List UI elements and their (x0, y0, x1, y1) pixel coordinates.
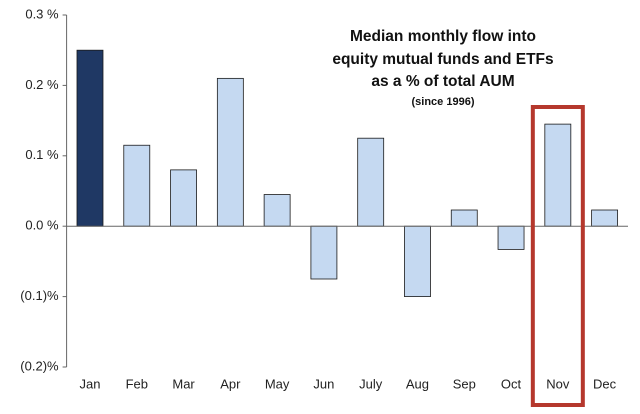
x-tick-label: Dec (593, 376, 617, 391)
y-tick-label: 0.2 % (25, 77, 59, 92)
x-tick-label: July (359, 376, 383, 391)
chart-title: Median monthly flow into (350, 28, 536, 45)
bar (170, 169, 197, 227)
y-tick-label: (0.1)% (20, 288, 59, 303)
x-tick-label: Nov (546, 376, 570, 391)
chart-title: equity mutual funds and ETFs (332, 51, 553, 68)
y-tick-label: 0.0 % (25, 218, 59, 233)
x-tick-label: Sep (453, 376, 476, 391)
highlight-box (530, 105, 585, 407)
y-tick-label: 0.3 % (25, 6, 59, 21)
bar (263, 194, 291, 227)
bar (591, 209, 619, 227)
x-tick-label: Feb (126, 376, 148, 391)
y-tick-label: 0.1 % (25, 147, 59, 162)
bar (357, 137, 385, 227)
y-tick-label: (0.2)% (20, 358, 59, 373)
x-tick-label: Mar (172, 376, 195, 391)
bar (544, 123, 572, 227)
bar (123, 144, 151, 227)
x-tick-label: Jun (313, 376, 334, 391)
bar (310, 225, 338, 280)
x-tick-label: Aug (406, 376, 429, 391)
x-tick-label: Apr (220, 376, 241, 391)
chart-title: as a % of total AUM (371, 73, 514, 90)
bar (497, 225, 525, 250)
x-tick-label: Jan (80, 376, 101, 391)
x-tick-label: Oct (501, 376, 522, 391)
bar (450, 209, 478, 227)
bar (76, 49, 104, 227)
x-tick-label: May (265, 376, 290, 391)
bar (404, 225, 431, 297)
chart-subtitle: (since 1996) (412, 96, 475, 108)
bar (216, 77, 244, 227)
